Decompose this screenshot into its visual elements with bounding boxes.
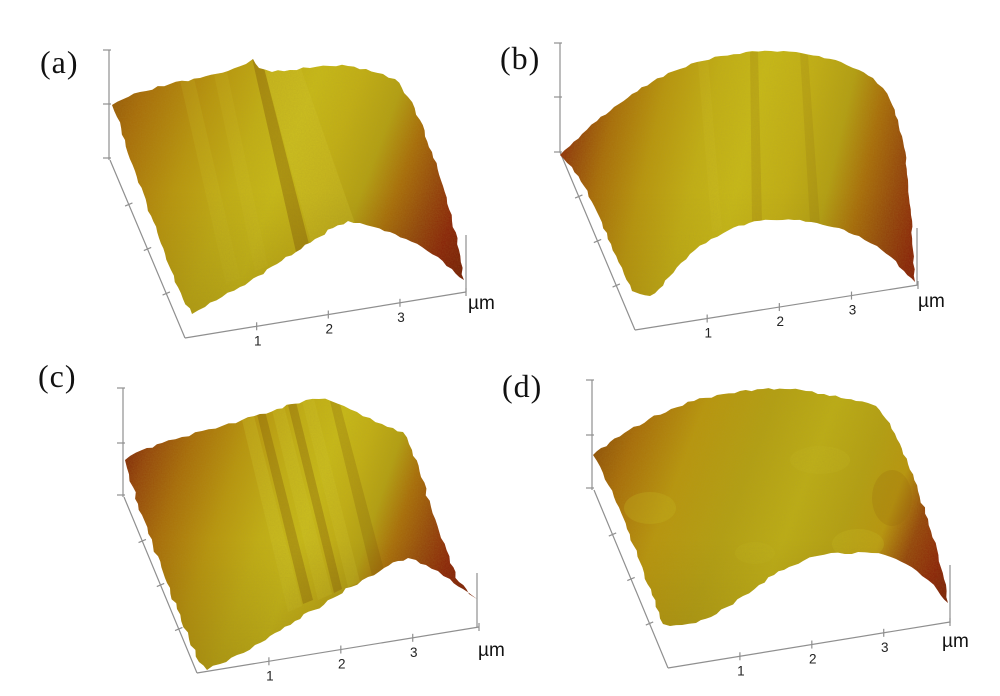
x-axis xyxy=(634,284,919,331)
surface-detail xyxy=(593,388,948,626)
x-tick-label: 1 xyxy=(704,326,712,341)
axis-labels: 1 2 3 µm xyxy=(704,291,944,341)
panel-a: (a) 1 2 3 µm xyxy=(0,0,500,348)
y-axis-tick xyxy=(608,532,617,537)
surface-texture xyxy=(125,398,477,670)
panel-a-label: (a) xyxy=(40,44,79,80)
y-axis-tick xyxy=(143,246,152,252)
y-axis-tick xyxy=(138,538,147,544)
x-tick-label: 1 xyxy=(737,663,745,678)
x-tick-label: 2 xyxy=(809,652,817,667)
x-tick-label: 1 xyxy=(254,333,262,348)
y-axis-tick xyxy=(124,202,133,207)
y-axis-tick xyxy=(612,283,621,288)
axes xyxy=(103,49,467,339)
y-axis-tick xyxy=(574,194,583,199)
panel-b-label: (b) xyxy=(500,40,541,76)
panel-b: (b) 1 2 3 µm xyxy=(500,0,1000,348)
y-axis-tick xyxy=(156,582,165,588)
y-axis-tick xyxy=(627,576,635,582)
afm-surface-plot-b: 1 2 3 µm xyxy=(554,42,945,341)
x-tick-label: 2 xyxy=(338,657,346,672)
axis-labels: 1 2 3 µm xyxy=(266,640,505,683)
x-tick-label: 3 xyxy=(881,640,889,655)
x-axis xyxy=(184,291,467,339)
surface-texture xyxy=(593,388,948,626)
axes xyxy=(586,379,951,669)
y-axis-tick xyxy=(174,626,183,632)
x-axis xyxy=(667,621,951,669)
axes xyxy=(117,387,480,674)
panel-d: (d) 1 2 3 µm xyxy=(500,348,1000,696)
axis-unit-label: µm xyxy=(468,293,495,314)
surface-group xyxy=(593,388,948,626)
surface-group xyxy=(125,398,477,670)
y-axis-tick xyxy=(593,238,602,244)
x-tick-label: 2 xyxy=(326,322,334,337)
axis-labels: 1 2 3 µm xyxy=(737,631,969,678)
x-tick-label: 1 xyxy=(266,668,274,683)
surface-detail xyxy=(125,398,477,670)
axis-labels: 1 2 3 µm xyxy=(254,293,495,348)
afm-surface-plot-a: 1 2 3 µm xyxy=(103,49,495,348)
y-axis-tick xyxy=(162,291,171,296)
afm-surface-plot-c: 1 2 3 µm xyxy=(117,387,505,683)
panel-c: (c) 1 2 3 µm xyxy=(0,348,505,696)
axis-unit-label: µm xyxy=(942,631,969,652)
axis-unit-label: µm xyxy=(918,291,945,312)
panel-c-label: (c) xyxy=(38,358,77,394)
axis-unit-label: µm xyxy=(478,640,505,661)
x-tick-label: 3 xyxy=(410,645,418,660)
surface-group xyxy=(560,50,915,296)
x-tick-label: 3 xyxy=(397,310,405,325)
panel-d-label: (d) xyxy=(502,368,543,404)
x-axis xyxy=(196,626,480,674)
afm-surface-plot-d: 1 2 3 µm xyxy=(586,379,969,678)
x-tick-label: 3 xyxy=(849,303,857,318)
y-axis-tick xyxy=(645,621,654,626)
axes xyxy=(554,42,919,331)
x-tick-label: 2 xyxy=(777,314,785,329)
